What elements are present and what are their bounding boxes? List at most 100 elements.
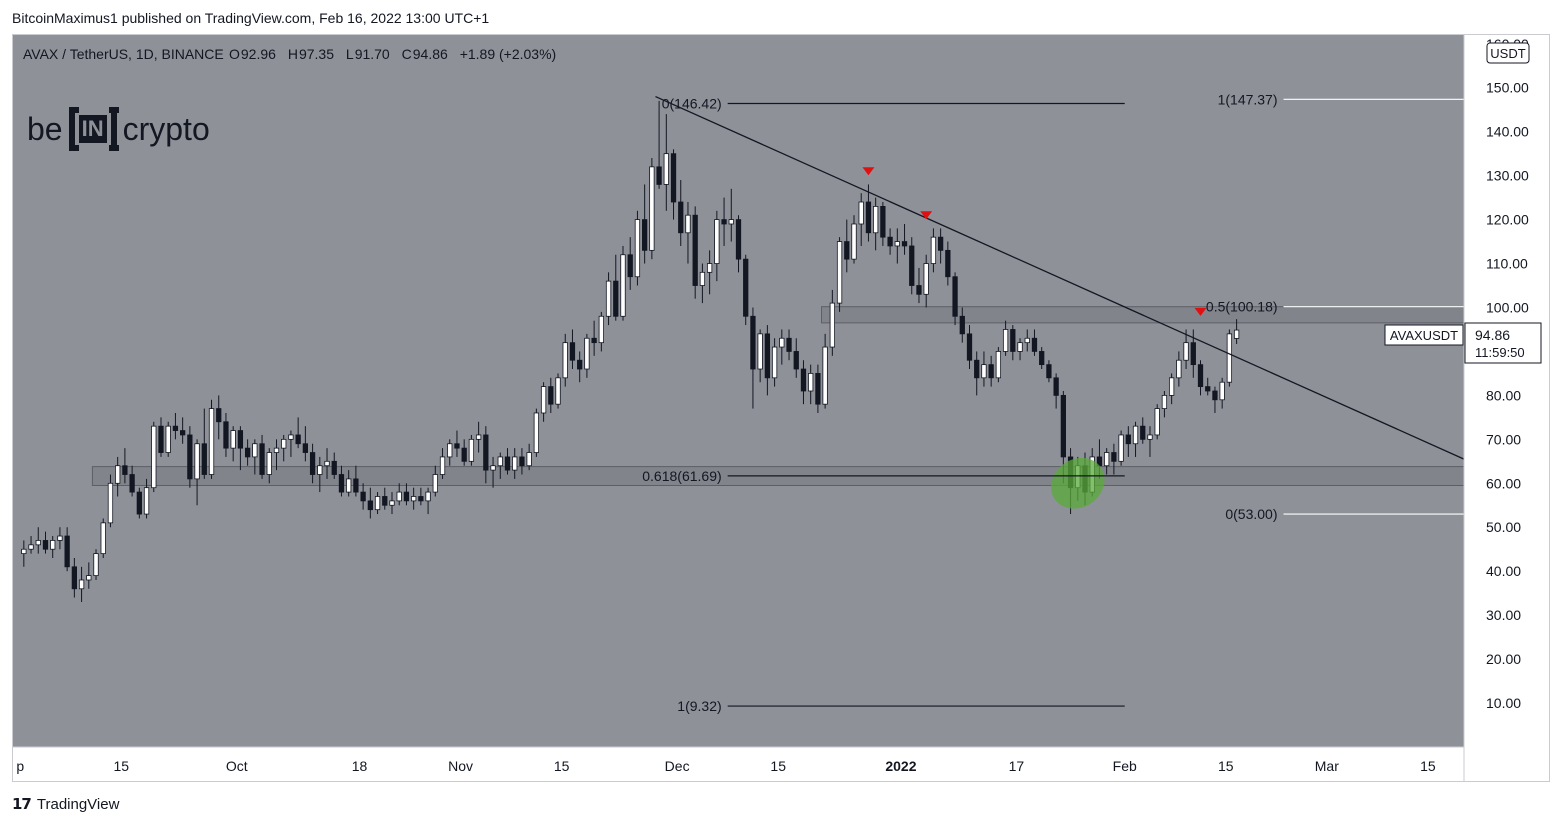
candle[interactable] xyxy=(735,219,742,260)
candle[interactable] xyxy=(461,447,467,462)
candle[interactable] xyxy=(699,271,706,286)
candle[interactable] xyxy=(374,496,381,511)
candle[interactable] xyxy=(519,456,525,467)
candle[interactable] xyxy=(512,456,518,471)
candle[interactable] xyxy=(151,425,157,489)
candle[interactable] xyxy=(1104,452,1110,467)
candle[interactable] xyxy=(122,465,128,475)
candle[interactable] xyxy=(526,452,532,467)
candle[interactable] xyxy=(28,544,34,550)
candle[interactable] xyxy=(815,373,821,405)
candle[interactable] xyxy=(71,566,77,590)
candle[interactable] xyxy=(382,496,388,506)
candle[interactable] xyxy=(584,337,590,370)
candle[interactable] xyxy=(663,153,669,185)
candle[interactable] xyxy=(483,434,489,471)
candle[interactable] xyxy=(779,337,785,348)
candle[interactable] xyxy=(656,166,662,185)
candle[interactable] xyxy=(829,302,835,348)
candle[interactable] xyxy=(180,430,186,436)
candle[interactable] xyxy=(230,430,236,449)
candle[interactable] xyxy=(1212,390,1218,401)
candle[interactable] xyxy=(873,206,879,234)
candle[interactable] xyxy=(909,245,915,286)
candle[interactable] xyxy=(1010,329,1016,352)
candle[interactable] xyxy=(800,368,807,392)
candle[interactable] xyxy=(959,315,965,335)
candle[interactable] xyxy=(201,443,207,475)
candle[interactable] xyxy=(266,452,272,475)
candle[interactable] xyxy=(1118,434,1124,462)
candle[interactable] xyxy=(1024,337,1030,344)
candle[interactable] xyxy=(288,434,294,440)
candle[interactable] xyxy=(1060,394,1066,458)
y-axis[interactable] xyxy=(1464,35,1549,781)
candle[interactable] xyxy=(1168,377,1175,396)
candle[interactable] xyxy=(244,447,251,458)
candle[interactable] xyxy=(605,280,612,317)
candle[interactable] xyxy=(793,351,799,370)
candle[interactable] xyxy=(100,522,106,555)
candle[interactable] xyxy=(627,254,633,278)
candle[interactable] xyxy=(143,487,150,515)
candle[interactable] xyxy=(281,438,287,449)
candle[interactable] xyxy=(865,201,872,234)
candle[interactable] xyxy=(836,241,843,304)
candle[interactable] xyxy=(432,474,438,493)
candle[interactable] xyxy=(937,236,944,251)
candle[interactable] xyxy=(158,425,164,453)
candle[interactable] xyxy=(1183,342,1189,361)
candle[interactable] xyxy=(757,333,763,370)
candle[interactable] xyxy=(1017,342,1023,352)
candle[interactable] xyxy=(555,377,561,405)
candle[interactable] xyxy=(786,337,792,352)
candle[interactable] xyxy=(721,219,727,225)
candle[interactable] xyxy=(1140,425,1146,440)
candle[interactable] xyxy=(439,456,446,475)
candle[interactable] xyxy=(1039,351,1045,366)
candle[interactable] xyxy=(187,434,193,480)
candle[interactable] xyxy=(577,359,583,370)
candle[interactable] xyxy=(324,460,330,467)
candle[interactable] xyxy=(309,452,316,475)
candle[interactable] xyxy=(613,280,619,317)
candle[interactable] xyxy=(353,478,359,493)
candle[interactable] xyxy=(620,254,626,317)
candle[interactable] xyxy=(743,258,749,317)
plot-area[interactable] xyxy=(13,35,1464,747)
candle[interactable] xyxy=(598,315,604,344)
candle[interactable] xyxy=(1046,364,1052,379)
candle[interactable] xyxy=(317,465,323,475)
candle[interactable] xyxy=(194,443,200,480)
candle[interactable] xyxy=(115,465,121,484)
candle[interactable] xyxy=(728,219,734,225)
candle[interactable] xyxy=(78,579,85,590)
candle[interactable] xyxy=(1176,359,1182,379)
candle[interactable] xyxy=(447,443,453,458)
candle[interactable] xyxy=(1161,394,1168,409)
candle[interactable] xyxy=(901,241,908,247)
candle[interactable] xyxy=(64,535,70,568)
candle[interactable] xyxy=(750,315,756,370)
candle[interactable] xyxy=(389,500,395,506)
candle[interactable] xyxy=(844,241,850,260)
candle[interactable] xyxy=(714,219,720,264)
candle[interactable] xyxy=(851,223,857,260)
x-axis[interactable] xyxy=(13,747,1464,781)
candle[interactable] xyxy=(692,214,698,286)
candle[interactable] xyxy=(21,548,27,555)
candle[interactable] xyxy=(165,425,171,453)
tradingview-footer[interactable]: 17 TradingView xyxy=(12,795,119,813)
candle[interactable] xyxy=(295,434,301,445)
candlestick-chart[interactable]: 0(146.42) 0.618(61.69) 1(9.32) 1(147.37) 0.5… xyxy=(13,35,1549,781)
candle[interactable] xyxy=(273,447,280,453)
candle[interactable] xyxy=(1053,377,1059,396)
candle[interactable] xyxy=(642,219,648,251)
candle[interactable] xyxy=(86,575,92,581)
candle[interactable] xyxy=(1226,333,1233,383)
candle[interactable] xyxy=(50,540,56,550)
candle[interactable] xyxy=(35,540,41,546)
candle[interactable] xyxy=(129,474,135,493)
candle[interactable] xyxy=(988,364,994,379)
candle[interactable] xyxy=(237,430,244,449)
